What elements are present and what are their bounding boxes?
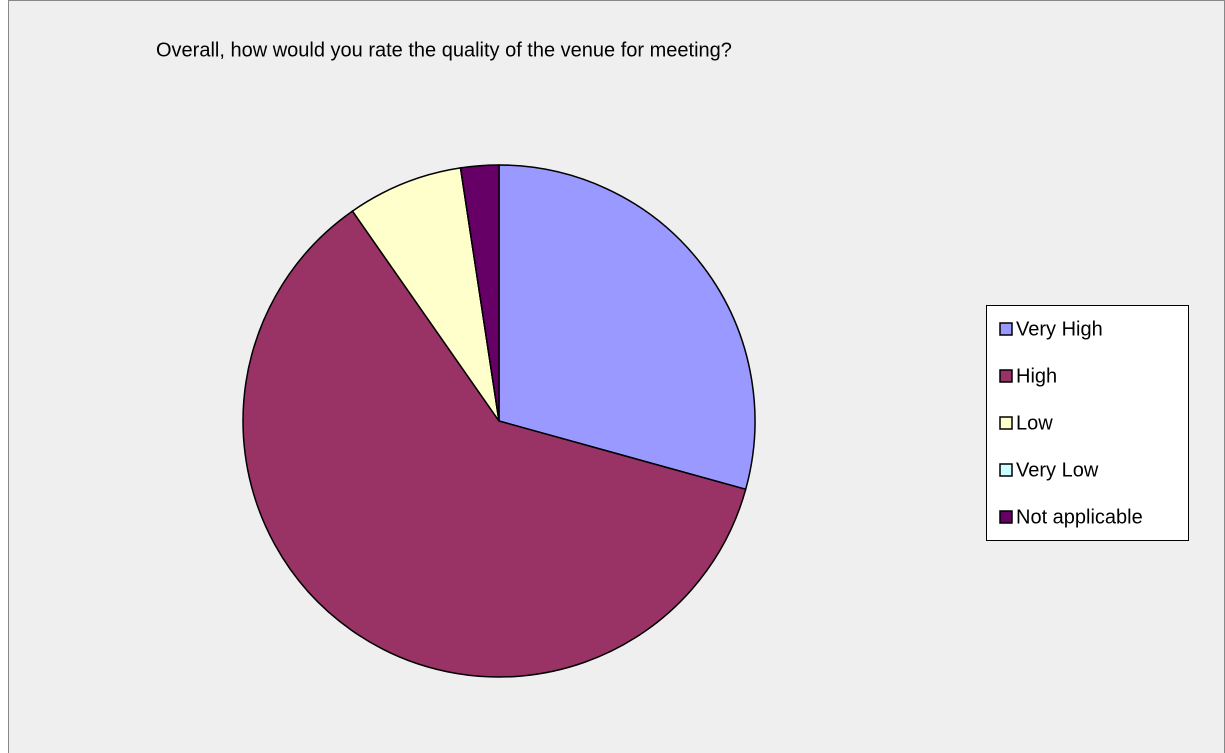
legend-label: Very High [1016,318,1103,340]
pie-slice [498,164,756,491]
legend-label: High [1016,365,1057,387]
legend-label: Low [1016,412,1053,434]
legend-swatch [999,510,1013,524]
legend-swatch [999,369,1013,383]
legend [986,305,1189,541]
legend-swatch [999,463,1013,477]
pie-slice [351,167,500,422]
pie-slice [459,164,500,422]
chart-title: Overall, how would you rate the quality … [156,39,732,61]
legend-label: Not applicable [1016,506,1143,528]
legend-swatch [999,322,1013,336]
legend-swatch [999,416,1013,430]
legend-label: Very Low [1016,459,1099,481]
pie-slice [242,210,747,678]
